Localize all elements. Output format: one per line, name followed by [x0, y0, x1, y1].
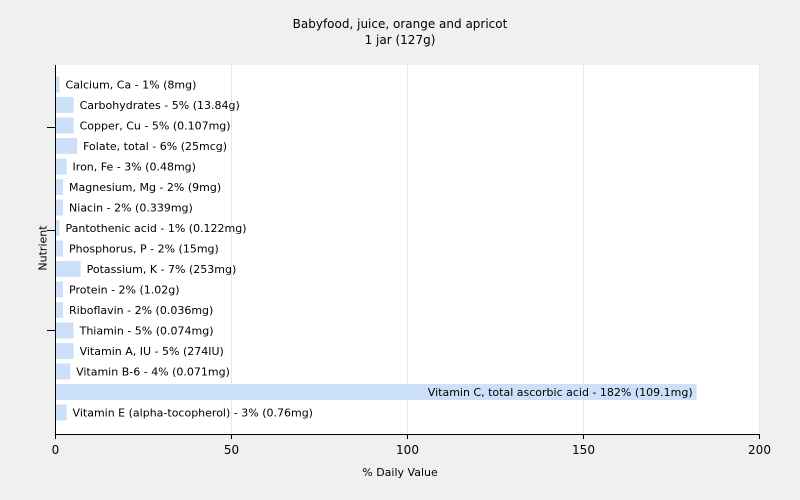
bar — [56, 302, 64, 318]
x-tick-label: 200 — [748, 443, 771, 457]
bar-label: Vitamin C, total ascorbic acid - 182% (1… — [428, 386, 693, 399]
bar-label: Folate, total - 6% (25mcg) — [83, 140, 227, 153]
bar — [56, 240, 64, 257]
bar — [56, 281, 64, 298]
bar-label: Vitamin B-6 - 4% (0.071mg) — [76, 366, 230, 379]
bar-label: Niacin - 2% (0.339mg) — [69, 202, 193, 215]
x-tick-label: 0 — [52, 443, 60, 457]
x-tick-label: 100 — [396, 443, 419, 457]
bar-label: Phosphorus, P - 2% (15mg) — [69, 243, 219, 256]
bar — [56, 117, 74, 134]
bar — [56, 322, 74, 339]
bar — [56, 179, 64, 195]
bar-label: Pantothenic acid - 1% (0.122mg) — [66, 222, 247, 235]
axes: 0 50 100 150 200 — [47, 65, 771, 457]
bar-label: Iron, Fe - 3% (0.48mg) — [73, 161, 196, 174]
bar — [56, 261, 81, 277]
bar — [56, 158, 67, 175]
bar — [56, 138, 78, 154]
bar — [56, 220, 60, 236]
bar — [56, 363, 71, 380]
bar-label: Copper, Cu - 5% (0.107mg) — [80, 120, 231, 133]
bar-label: Magnesium, Mg - 2% (9mg) — [69, 181, 221, 194]
chart-subtitle: 1 jar (127g) — [364, 33, 436, 47]
bar — [56, 384, 697, 400]
bar-label: Thiamin - 5% (0.074mg) — [79, 325, 214, 338]
bar-label: Protein - 2% (1.02g) — [69, 284, 180, 297]
bar — [56, 97, 74, 113]
x-axis-label: % Daily Value — [362, 466, 438, 479]
bar — [56, 76, 60, 93]
chart-title: Babyfood, juice, orange and apricot — [292, 17, 508, 31]
bar-label: Riboflavin - 2% (0.036mg) — [69, 304, 213, 317]
bar — [56, 199, 64, 216]
bar-label: Vitamin A, IU - 5% (274IU) — [80, 345, 224, 358]
bar-label: Potassium, K - 7% (253mg) — [87, 263, 237, 276]
bar-label: Calcium, Ca - 1% (8mg) — [66, 79, 197, 92]
x-tick-label: 150 — [572, 443, 595, 457]
bar — [56, 404, 67, 421]
bars: Calcium, Ca - 1% (8mg) Carbohydrates - 5%… — [56, 76, 697, 421]
bar — [56, 343, 74, 359]
bar-label: Carbohydrates - 5% (13.84g) — [80, 99, 240, 112]
x-tick-label: 50 — [224, 443, 239, 457]
gridlines — [231, 65, 760, 434]
bar-label: Vitamin E (alpha-tocopherol) - 3% (0.76m… — [73, 407, 313, 420]
y-axis-label: Nutrient — [36, 225, 50, 271]
